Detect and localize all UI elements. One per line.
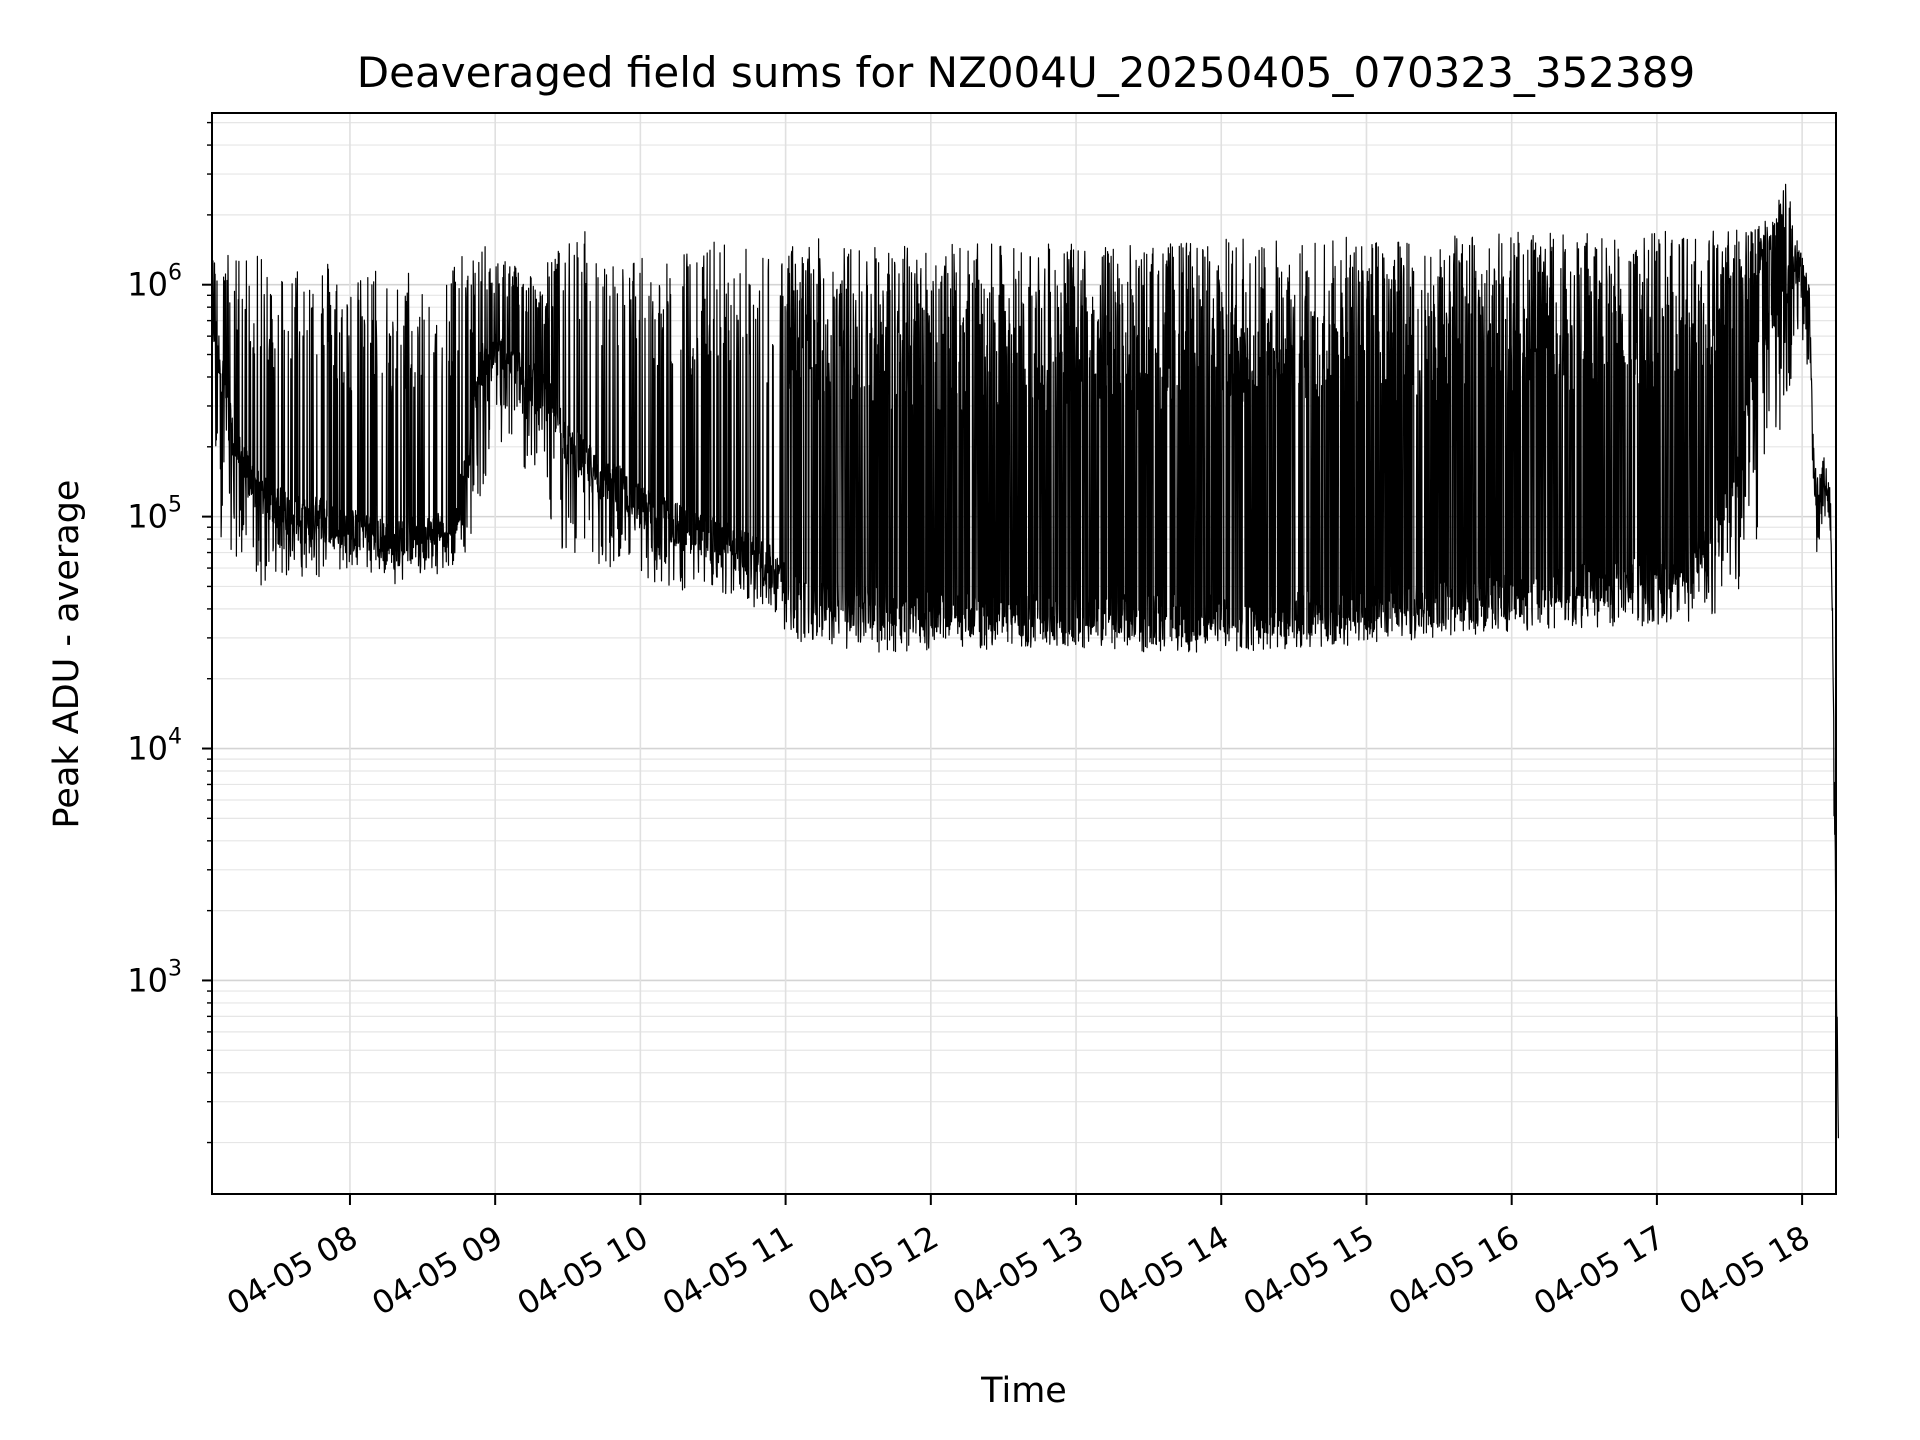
y-tick-label: 10 bbox=[127, 961, 168, 999]
y-axis-label: Peak ADU - average bbox=[47, 480, 87, 829]
plot-frame bbox=[211, 112, 1837, 1195]
series-line bbox=[211, 183, 1839, 1139]
data-series bbox=[211, 183, 1839, 1139]
x-axis-label: Time bbox=[980, 1371, 1067, 1411]
y-tick-label: 10 bbox=[127, 498, 168, 536]
y-tick-exponent: 4 bbox=[168, 725, 182, 750]
y-tick-exponent: 6 bbox=[168, 261, 182, 286]
y-tick-label: 10 bbox=[127, 266, 168, 304]
y-tick-exponent: 5 bbox=[168, 493, 182, 518]
y-tick-label: 10 bbox=[127, 730, 168, 768]
chart-title: Deaveraged field sums for NZ004U_2025040… bbox=[357, 48, 1695, 97]
y-tick-exponent: 3 bbox=[168, 956, 182, 981]
